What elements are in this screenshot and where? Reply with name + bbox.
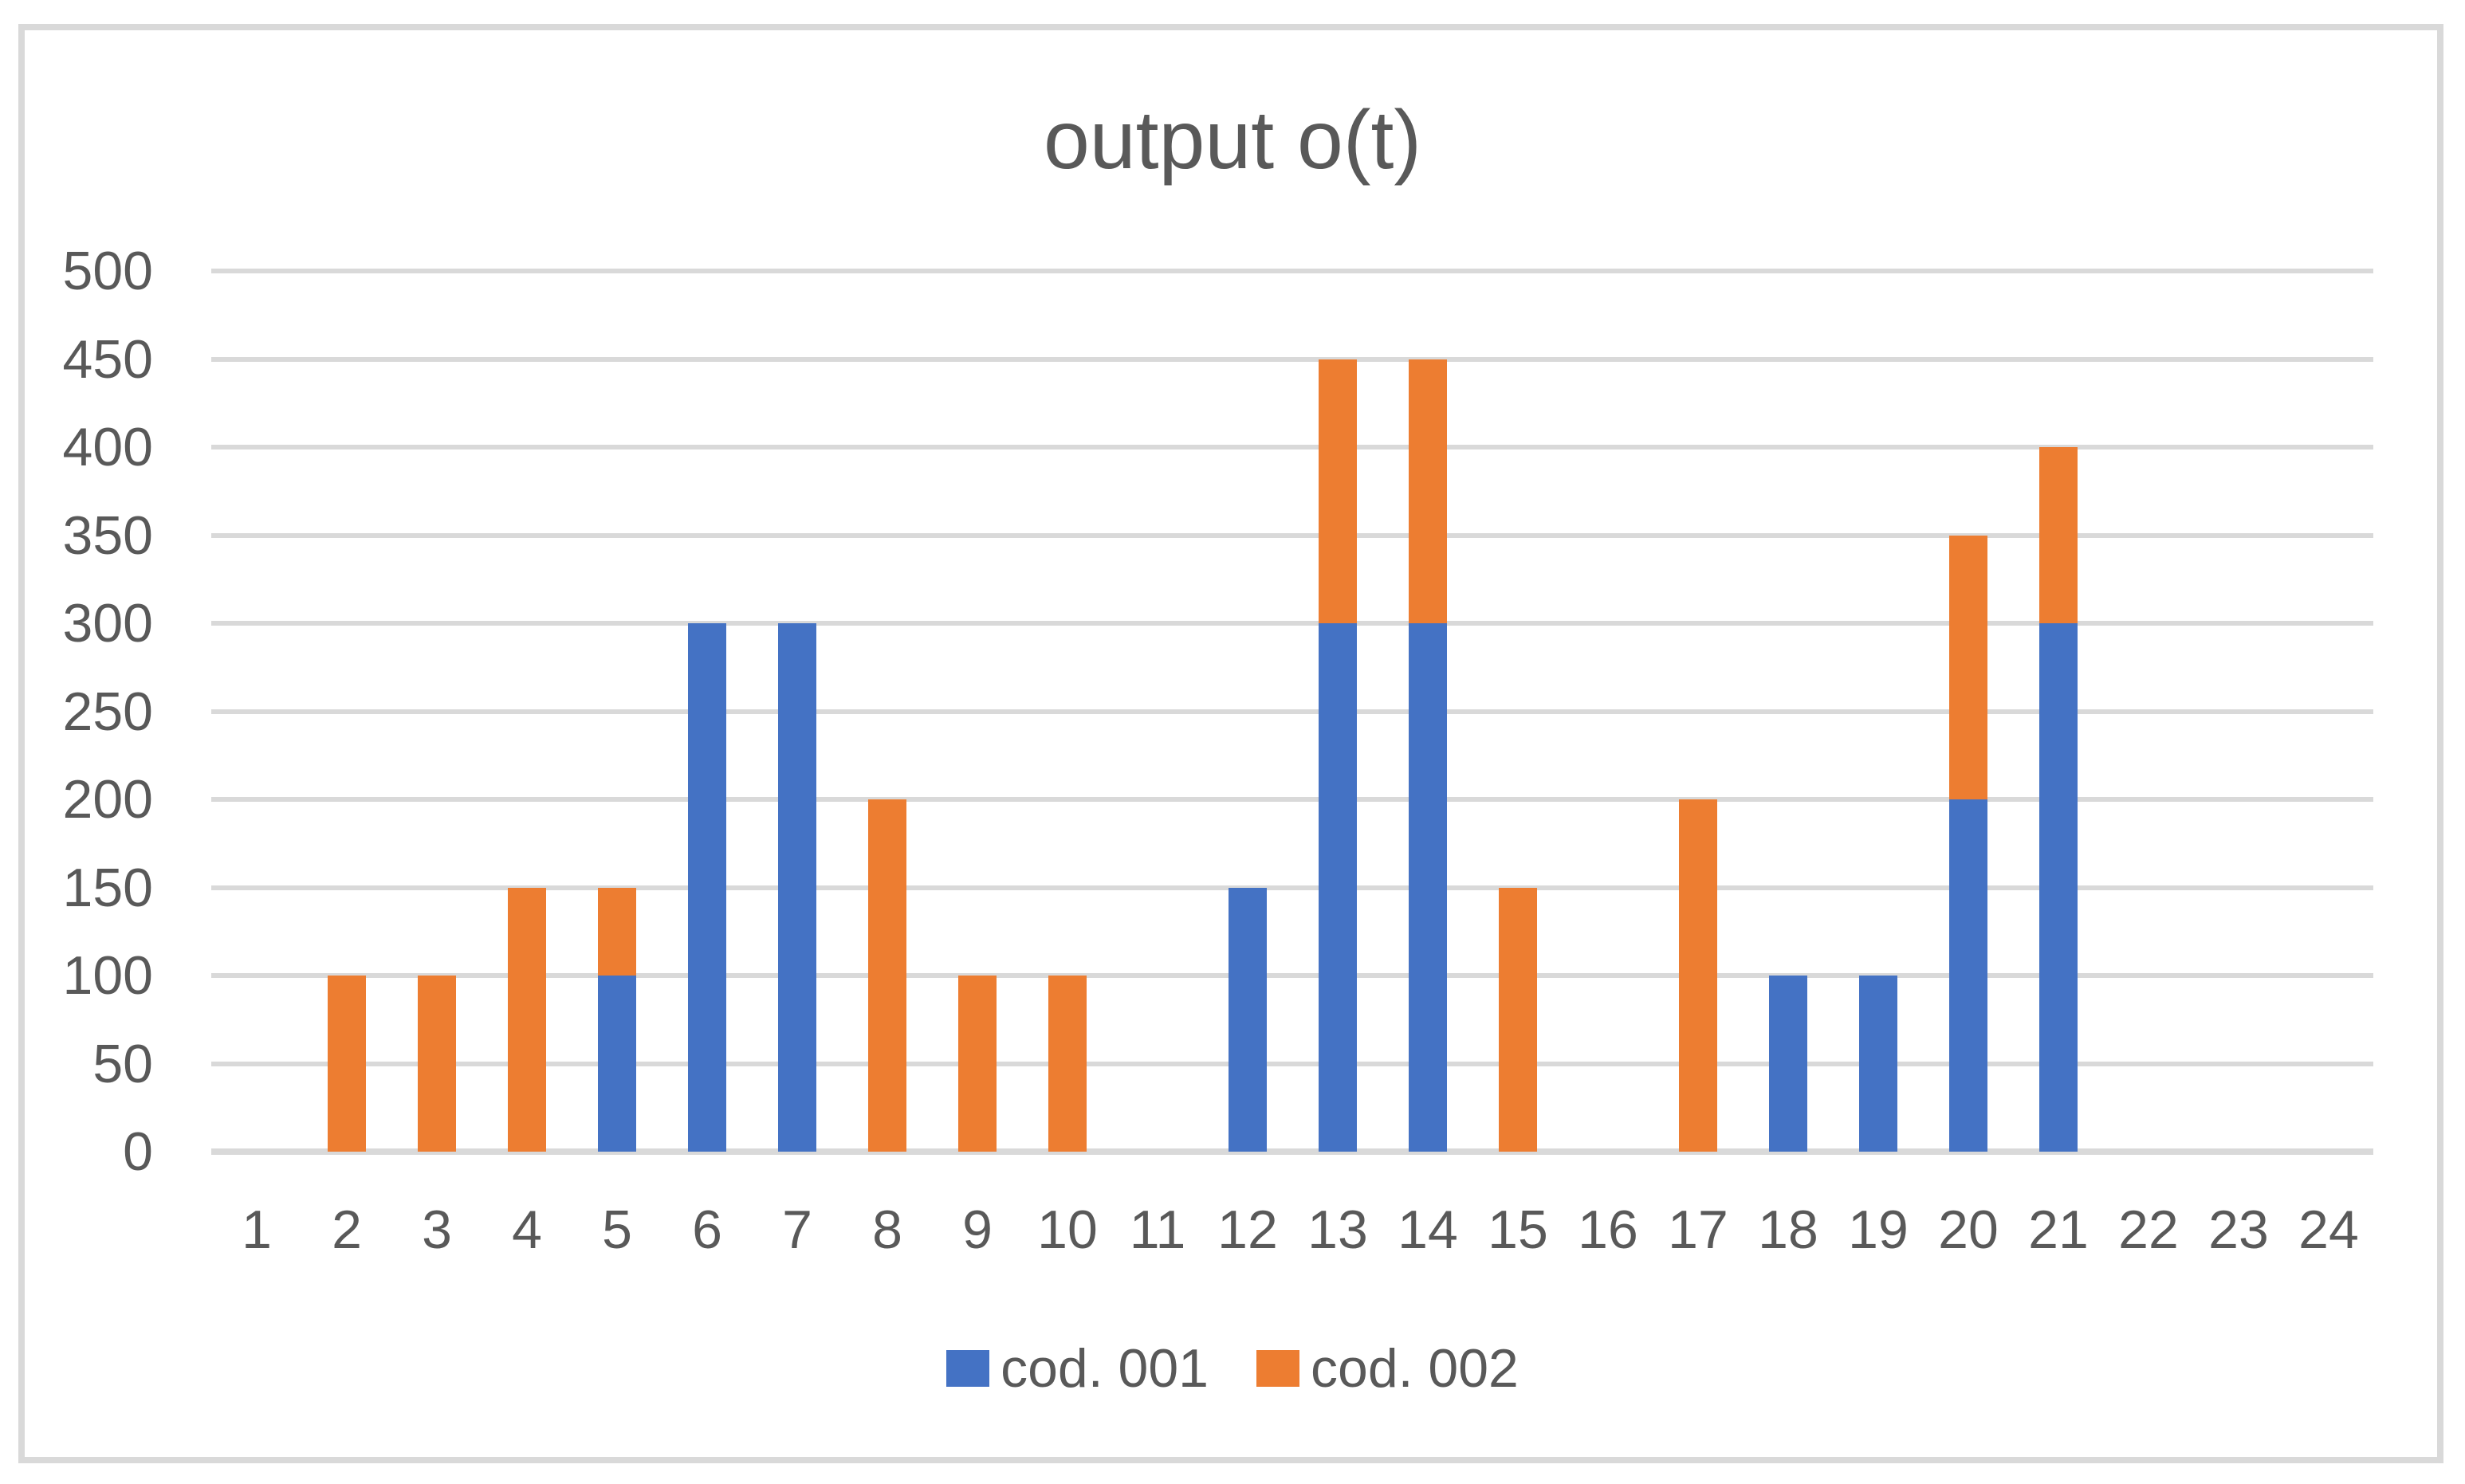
bar-segment-cod-002 [957, 976, 997, 1152]
x-axis-tick-label: 3 [422, 1199, 452, 1260]
x-axis-tick-label: 10 [1037, 1199, 1098, 1260]
x-axis-tick-label: 1 [242, 1199, 272, 1260]
bar-segment-cod-002 [507, 887, 546, 1152]
y-axis-tick-label: 200 [62, 769, 153, 830]
x-axis-tick-label: 12 [1217, 1199, 1278, 1260]
bar-segment-cod-002 [1048, 976, 1087, 1152]
legend-swatch-cod-001-icon [946, 1350, 990, 1387]
bar-segment-cod-001 [1768, 976, 1807, 1152]
legend: cod. 001 cod. 002 [0, 1333, 2465, 1404]
gridline [211, 973, 2373, 978]
x-axis-tick-label: 7 [782, 1199, 812, 1260]
legend-swatch-cod-002-icon [1256, 1350, 1299, 1387]
y-axis-tick-label: 150 [62, 857, 153, 918]
chart-title: output o(t) [1043, 94, 1422, 186]
x-axis-tick-label: 22 [2118, 1199, 2179, 1260]
gridline [211, 885, 2373, 890]
bar-segment-cod-002 [327, 976, 366, 1152]
x-axis-tick-label: 6 [692, 1199, 722, 1260]
bar-segment-cod-001 [1948, 799, 1987, 1152]
bar-segment-cod-002 [1318, 359, 1357, 623]
legend-label-cod-002: cod. 002 [1311, 1338, 1519, 1399]
bar-segment-cod-001 [1318, 623, 1357, 1152]
bar-segment-cod-002 [1678, 799, 1717, 1152]
gridline [211, 797, 2373, 802]
x-axis-tick-label: 17 [1668, 1199, 1728, 1260]
y-axis-tick-label: 350 [62, 504, 153, 566]
bar-segment-cod-001 [1858, 976, 1897, 1152]
y-axis-tick-label: 400 [62, 417, 153, 477]
y-axis-tick-label: 50 [92, 1033, 153, 1094]
y-axis-tick-label: 100 [62, 945, 153, 1006]
bar-segment-cod-002 [1498, 887, 1537, 1152]
y-axis-tick-label: 500 [62, 241, 153, 301]
x-axis-tick-label: 9 [962, 1199, 993, 1260]
x-axis-tick-label: 15 [1488, 1199, 1548, 1260]
x-axis-tick-label: 14 [1398, 1199, 1458, 1260]
gridline [211, 621, 2373, 626]
x-axis-tick-label: 18 [1758, 1199, 1818, 1260]
x-axis-tick-label: 20 [1938, 1199, 1999, 1260]
bar-segment-cod-001 [597, 976, 636, 1152]
legend-item-cod-002: cod. 002 [1256, 1339, 1519, 1398]
x-axis-line [211, 1148, 2373, 1155]
chart-border-frame [18, 24, 2443, 1463]
y-axis-tick-label: 0 [123, 1121, 153, 1182]
x-axis-tick-label: 4 [512, 1199, 542, 1260]
bar-segment-cod-002 [597, 887, 636, 976]
bar-segment-cod-001 [1408, 623, 1447, 1152]
gridline [211, 269, 2373, 273]
x-axis-tick-label: 19 [1848, 1199, 1909, 1260]
x-axis-tick-label: 16 [1578, 1199, 1638, 1260]
x-axis-tick-label: 8 [872, 1199, 902, 1260]
x-axis-tick-label: 13 [1307, 1199, 1368, 1260]
x-axis-tick-label: 23 [2208, 1199, 2269, 1260]
gridline [211, 532, 2373, 538]
x-axis-tick-label: 24 [2298, 1199, 2359, 1260]
bar-segment-cod-002 [417, 976, 456, 1152]
bar-segment-cod-001 [1228, 887, 1267, 1152]
x-axis-tick-label: 11 [1129, 1199, 1186, 1260]
bar-segment-cod-001 [687, 623, 726, 1152]
gridline [211, 709, 2373, 714]
y-axis-tick-label: 250 [62, 681, 153, 742]
legend-label-cod-001: cod. 001 [1001, 1338, 1209, 1399]
bar-segment-cod-001 [2038, 623, 2078, 1152]
plot-area [211, 269, 2373, 1155]
bar-segment-cod-002 [867, 799, 906, 1152]
bar-segment-cod-001 [777, 623, 816, 1152]
bar-segment-cod-002 [2038, 447, 2078, 623]
y-axis-tick-label: 300 [62, 593, 153, 654]
bar-segment-cod-002 [1408, 359, 1447, 623]
legend-item-cod-001: cod. 001 [946, 1339, 1209, 1398]
gridline [211, 1061, 2373, 1066]
bar-segment-cod-002 [1948, 535, 1987, 799]
gridline [211, 445, 2373, 450]
x-axis-tick-label: 21 [2028, 1199, 2089, 1260]
x-axis-tick-label: 2 [332, 1199, 362, 1260]
gridline [211, 356, 2373, 362]
x-axis-tick-label: 5 [602, 1199, 632, 1260]
y-axis-tick-label: 450 [62, 328, 153, 390]
